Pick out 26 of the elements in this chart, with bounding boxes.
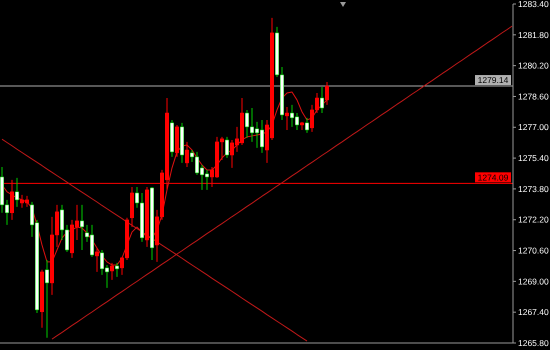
- candlestick: [15, 177, 19, 208]
- y-tick-label: 1272.20: [518, 214, 549, 225]
- candlestick: [320, 86, 324, 114]
- ref-line-label: 1279.14: [478, 75, 509, 86]
- y-tick-label: 1273.80: [518, 184, 549, 194]
- y-tick-label: 1269.00: [518, 276, 549, 286]
- y-tick-label: 1265.80: [518, 338, 549, 348]
- ref-line-label: 1274.09: [478, 172, 509, 182]
- y-tick-label: 1270.60: [518, 246, 549, 256]
- candlestick: [95, 247, 99, 272]
- candlestick: [110, 262, 114, 280]
- candlestick: [325, 82, 329, 106]
- y-tick-label: 1267.40: [518, 307, 549, 318]
- candlestick: [115, 262, 119, 278]
- candlestick: [305, 117, 309, 134]
- candlestick: [285, 106, 289, 130]
- y-tick-label: 1278.60: [518, 91, 549, 102]
- y-tick-label: 1280.20: [518, 60, 549, 71]
- candlestick: [225, 136, 229, 158]
- y-tick-label: 1277.00: [518, 122, 549, 132]
- y-tick-label: 1275.40: [518, 153, 549, 164]
- candlestick: [185, 141, 189, 168]
- y-tick-label: 1283.40: [518, 0, 549, 9]
- y-tick-label: 1281.80: [518, 30, 549, 40]
- candlestick: [80, 204, 84, 250]
- candlestick: [45, 259, 49, 338]
